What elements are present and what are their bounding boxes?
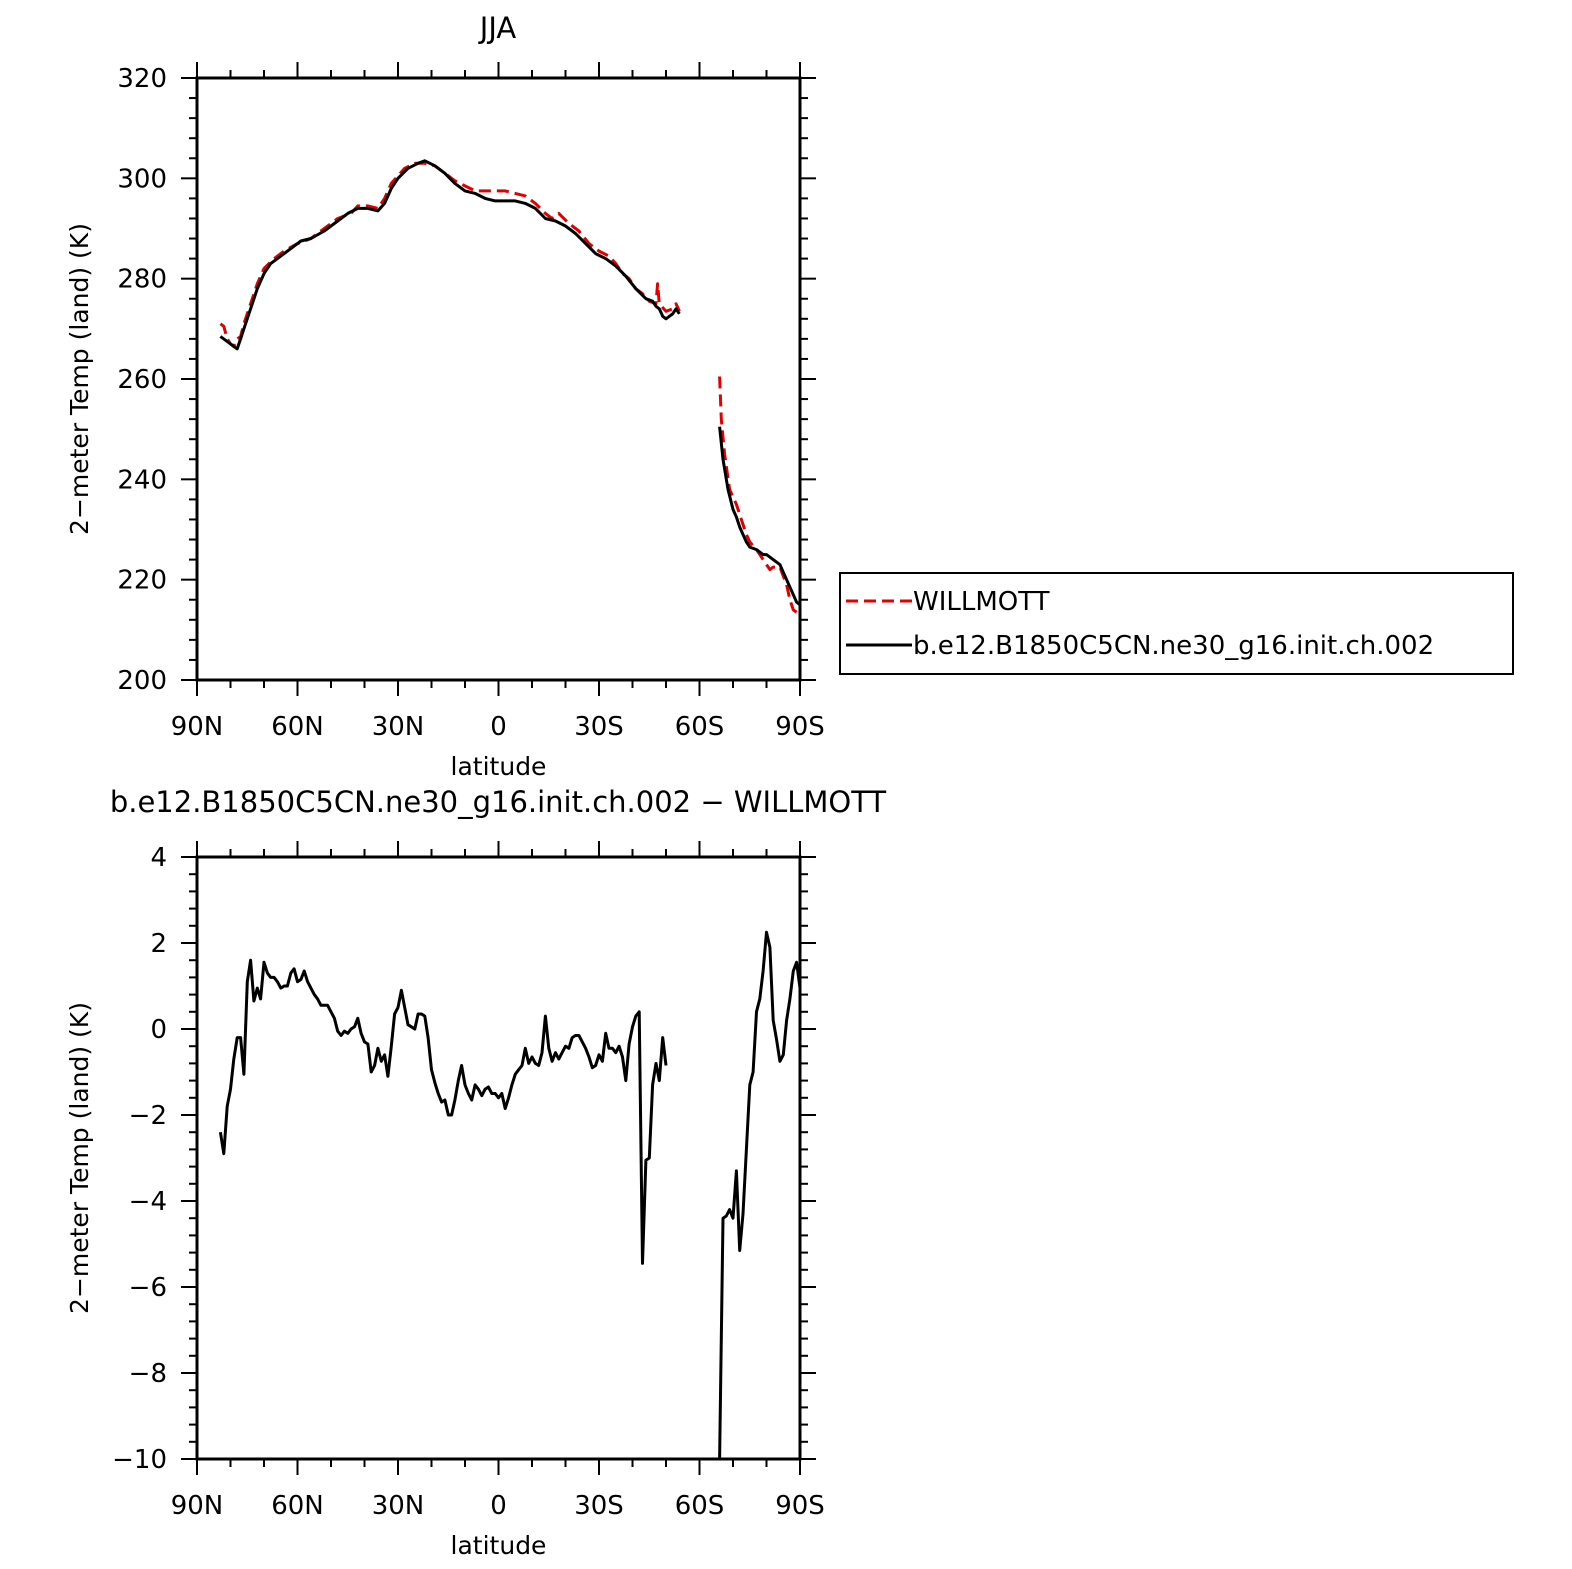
x-tick-label: 0 xyxy=(490,712,507,742)
series-line-solid-black-segment-0 xyxy=(218,958,668,1265)
series-line-dashed-red-segment-1 xyxy=(718,376,798,614)
y-tick-label: −6 xyxy=(129,1273,167,1303)
y-tick-label: 240 xyxy=(117,465,167,495)
x-tick-label: 30S xyxy=(574,712,624,742)
y-tick-label: 300 xyxy=(117,164,167,194)
series-line-dashed-red-segment-0 xyxy=(219,161,681,348)
legend-entry-label: WILLMOTT xyxy=(913,587,1050,617)
x-tick-label: 30S xyxy=(574,1491,624,1521)
x-tick-label: 30N xyxy=(372,1491,425,1521)
y-tick-label: 220 xyxy=(117,566,167,596)
y-tick-label: 200 xyxy=(117,666,167,696)
x-tick-label: 90N xyxy=(171,712,224,742)
legend-box xyxy=(839,572,1514,675)
chart-title: b.e12.B1850C5CN.ne30_g16.init.ch.002 − W… xyxy=(110,785,887,819)
y-tick-label: 0 xyxy=(150,1015,167,1045)
x-tick-label: 90S xyxy=(775,712,825,742)
y-tick-label: 280 xyxy=(117,265,167,295)
x-tick-label: 60S xyxy=(675,712,725,742)
legend-entry-label: b.e12.B1850C5CN.ne30_g16.init.ch.002 xyxy=(913,631,1434,661)
top-panel-jja: JJA 200 220 240 260 280 300 320 90N 60N 30N 0 30S 60S… xyxy=(65,11,825,781)
x-tick-label: 90N xyxy=(171,1491,224,1521)
legend: WILLMOTT b.e12.B1850C5CN.ne30_g16.init.ch… xyxy=(839,572,1514,675)
y-axis-label: 2−meter Temp (land) (K) xyxy=(65,1002,94,1314)
series-line-solid-black-segment-1 xyxy=(718,930,802,1460)
y-tick-label: 320 xyxy=(117,64,167,94)
series-line-solid-black-segment-1 xyxy=(718,426,801,606)
x-axis-label: latitude xyxy=(451,752,547,781)
y-tick-label: 260 xyxy=(117,365,167,395)
series-line-solid-black-segment-0 xyxy=(219,159,681,351)
x-tick-label: 30N xyxy=(372,712,425,742)
y-axis-label: 2−meter Temp (land) (K) xyxy=(65,223,94,535)
y-tick-label: 2 xyxy=(150,929,167,959)
x-tick-label: 60S xyxy=(675,1491,725,1521)
y-tick-label: −10 xyxy=(112,1445,167,1475)
y-tick-label: −8 xyxy=(129,1359,167,1389)
plot-frame xyxy=(195,855,802,1461)
y-tick-label: 4 xyxy=(150,843,167,873)
x-tick-label: 90S xyxy=(775,1491,825,1521)
y-tick-label: −4 xyxy=(129,1187,167,1217)
chart-title: JJA xyxy=(478,11,517,45)
x-tick-label: 0 xyxy=(490,1491,507,1521)
plot-frame xyxy=(195,76,802,682)
x-tick-label: 60N xyxy=(271,712,324,742)
y-tick-label: −2 xyxy=(129,1101,167,1131)
x-tick-label: 60N xyxy=(271,1491,324,1521)
bottom-panel-difference: b.e12.B1850C5CN.ne30_g16.init.ch.002 − W… xyxy=(65,785,886,1560)
x-axis-label: latitude xyxy=(451,1531,547,1560)
